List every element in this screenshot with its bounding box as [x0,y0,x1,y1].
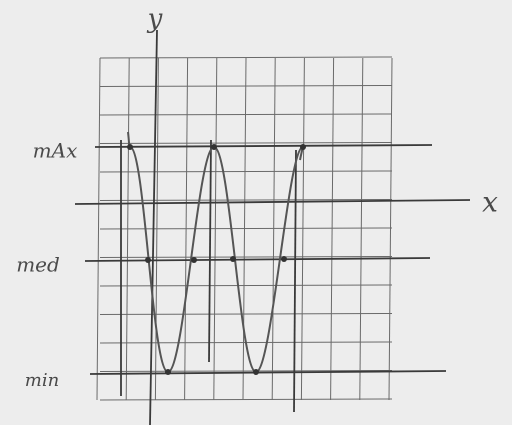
point [145,257,151,263]
point [230,256,236,262]
med-label: med [16,253,60,277]
point [281,256,287,262]
x-axis-label: x [482,186,498,219]
sketch: y x mAx med min [0,0,512,425]
paper [0,0,512,425]
point [127,144,133,150]
max-label: mAx [33,139,78,163]
point [300,144,306,150]
min-label: min [25,370,59,391]
point [211,144,217,150]
point [253,369,259,375]
point [165,369,171,375]
point [191,257,197,263]
y-axis-label: y [147,4,163,34]
